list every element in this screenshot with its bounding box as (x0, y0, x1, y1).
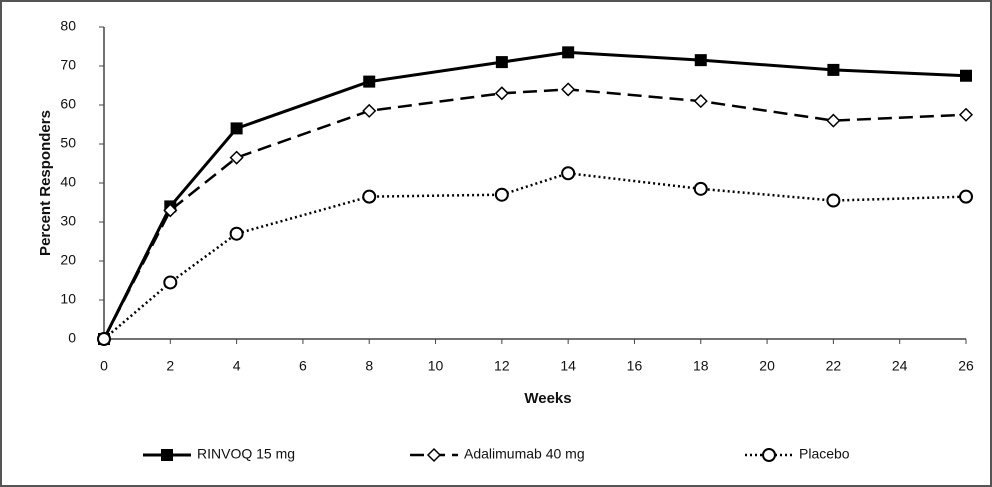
marker-circle (762, 448, 776, 462)
marker-square (562, 46, 575, 59)
marker-diamond (561, 82, 576, 97)
y-tick-label: 20 (60, 252, 76, 268)
y-tick-label: 40 (60, 174, 76, 190)
y-tick-label: 30 (60, 213, 76, 229)
marker-circle (494, 187, 509, 202)
marker-square (363, 75, 376, 88)
y-tick-label: 0 (68, 330, 76, 346)
marker-diamond (229, 150, 244, 165)
marker-square (960, 69, 972, 82)
marker-circle (693, 181, 708, 196)
series-line (102, 88, 967, 340)
marker-square (694, 54, 707, 67)
x-tick-label: 16 (627, 358, 643, 374)
x-tick-label: 22 (826, 358, 842, 374)
marker-circle (959, 189, 973, 204)
x-tick-label: 2 (166, 358, 174, 374)
legend-label: Placebo (799, 446, 850, 462)
marker-diamond (426, 447, 442, 463)
x-tick-label: 14 (560, 358, 576, 374)
marker-diamond (693, 94, 708, 109)
legend-label: RINVOQ 15 mg (197, 446, 295, 462)
y-tick-label: 80 (60, 18, 76, 34)
x-tick-label: 8 (365, 358, 373, 374)
marker-diamond (958, 107, 974, 122)
marker-circle (561, 166, 576, 181)
marker-diamond (362, 103, 377, 118)
series-line (103, 171, 967, 340)
y-tick-label: 60 (60, 96, 76, 112)
y-tick-label: 10 (60, 291, 76, 307)
marker-circle (826, 193, 841, 208)
marker-diamond (494, 86, 509, 101)
x-tick-label: 26 (958, 358, 974, 374)
x-axis-title: Weeks (524, 390, 571, 407)
marker-square (161, 449, 173, 461)
legend-label: Adalimumab 40 mg (464, 446, 585, 462)
x-tick-label: 12 (494, 358, 510, 374)
x-tick-label: 0 (100, 358, 108, 374)
x-tick-label: 4 (233, 358, 241, 374)
marker-circle (362, 189, 377, 204)
x-tick-label: 10 (428, 358, 444, 374)
y-axis-title: Percent Responders (37, 110, 54, 256)
marker-diamond (163, 203, 178, 218)
marker-square (495, 56, 508, 69)
marker-diamond (826, 113, 841, 128)
marker-square (827, 63, 840, 76)
marker-circle (163, 275, 178, 290)
marker-circle (229, 226, 244, 241)
y-tick-label: 50 (60, 135, 76, 151)
x-tick-label: 24 (892, 358, 908, 374)
x-tick-label: 20 (759, 358, 775, 374)
marker-circle (97, 332, 111, 346)
x-tick-label: 6 (299, 358, 307, 374)
x-tick-label: 18 (693, 358, 709, 374)
marker-square (230, 122, 243, 135)
y-tick-label: 70 (60, 57, 76, 73)
